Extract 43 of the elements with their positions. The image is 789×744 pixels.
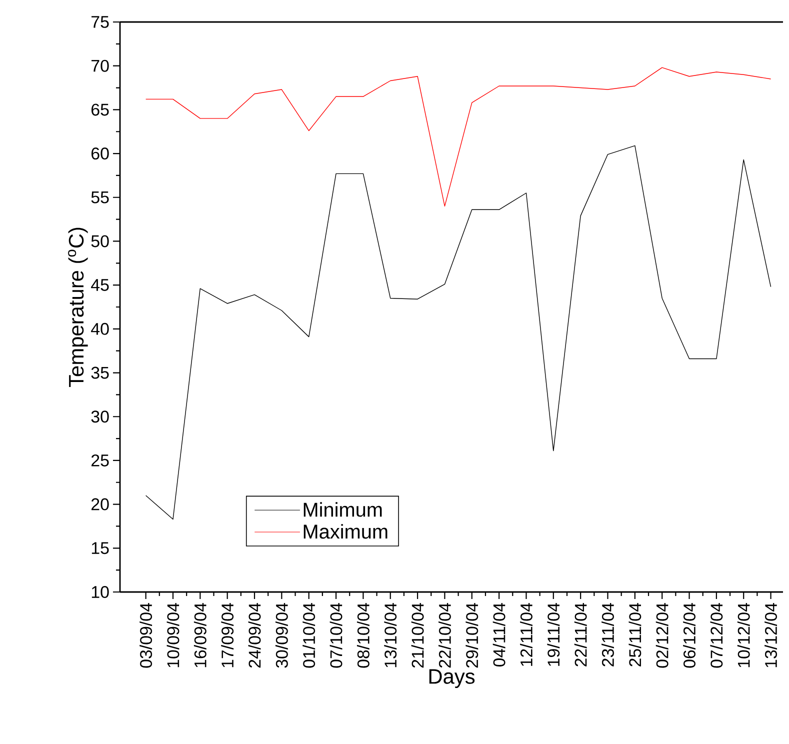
x-tick-label: 06/12/04 (683, 603, 696, 668)
y-tick-label: 45 (91, 279, 109, 291)
y-tick-label: 70 (92, 60, 109, 72)
x-tick-label: 16/09/04 (194, 603, 206, 668)
y-tick-label: 35 (91, 366, 109, 379)
x-tick-label: 13/10/04 (384, 603, 397, 668)
x-tick-label: 23/11/04 (602, 603, 614, 666)
x-tick-label: 10/09/04 (166, 603, 180, 668)
x-tick-label: 24/09/04 (248, 603, 261, 668)
x-tick-label: 03/09/04 (140, 603, 152, 668)
y-tick-label: 55 (91, 191, 109, 204)
x-tick-label: 30/09/04 (275, 603, 288, 668)
x-tick-label: 21/10/04 (411, 603, 424, 668)
y-tick-label: 25 (92, 454, 109, 466)
x-tick-label: 10/12/04 (737, 603, 750, 668)
x-tick-label: 12/11/04 (520, 603, 532, 666)
line-series (145, 145, 772, 520)
y-tick-label: 40 (91, 322, 109, 335)
y-tick-label: 65 (92, 104, 109, 116)
x-tick-label: 19/11/04 (547, 603, 560, 666)
y-tick-label: 60 (92, 148, 109, 160)
x-tick-label: 07/12/04 (710, 603, 723, 668)
x-axis-title: Days (429, 669, 475, 688)
y-tick-label: 15 (92, 542, 109, 554)
x-tick-label: 04/11/04 (492, 603, 506, 667)
y-tick-label: 10 (92, 586, 109, 598)
y-tick-label: 50 (91, 235, 109, 248)
x-tick-label: 22/11/04 (574, 603, 587, 666)
legend-label: Minimum (304, 502, 382, 517)
x-tick-label: 17/09/04 (221, 603, 234, 668)
x-tick-label: 08/10/04 (356, 603, 370, 668)
x-tick-label: 22/10/04 (438, 603, 451, 668)
x-tick-label: 29/10/04 (466, 603, 478, 668)
x-tick-label: 02/12/04 (656, 603, 668, 668)
y-axis-title: Temperature ($^{o}$C) (68, 228, 88, 388)
x-tick-label: 13/12/04 (764, 603, 778, 668)
x-tick-label: 01/10/04 (302, 603, 316, 668)
x-tick-label: 25/11/04 (628, 603, 642, 666)
x-tick-label: 07/10/04 (330, 603, 342, 668)
y-tick-label: 30 (91, 410, 109, 423)
y-tick-label: 20 (92, 498, 109, 510)
legend-label: Maximum (304, 524, 388, 539)
y-tick-label: 75 (92, 16, 109, 28)
